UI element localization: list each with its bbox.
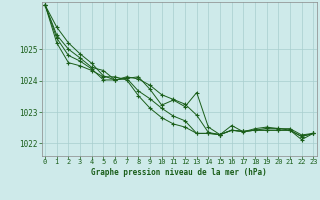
X-axis label: Graphe pression niveau de la mer (hPa): Graphe pression niveau de la mer (hPa): [91, 168, 267, 177]
